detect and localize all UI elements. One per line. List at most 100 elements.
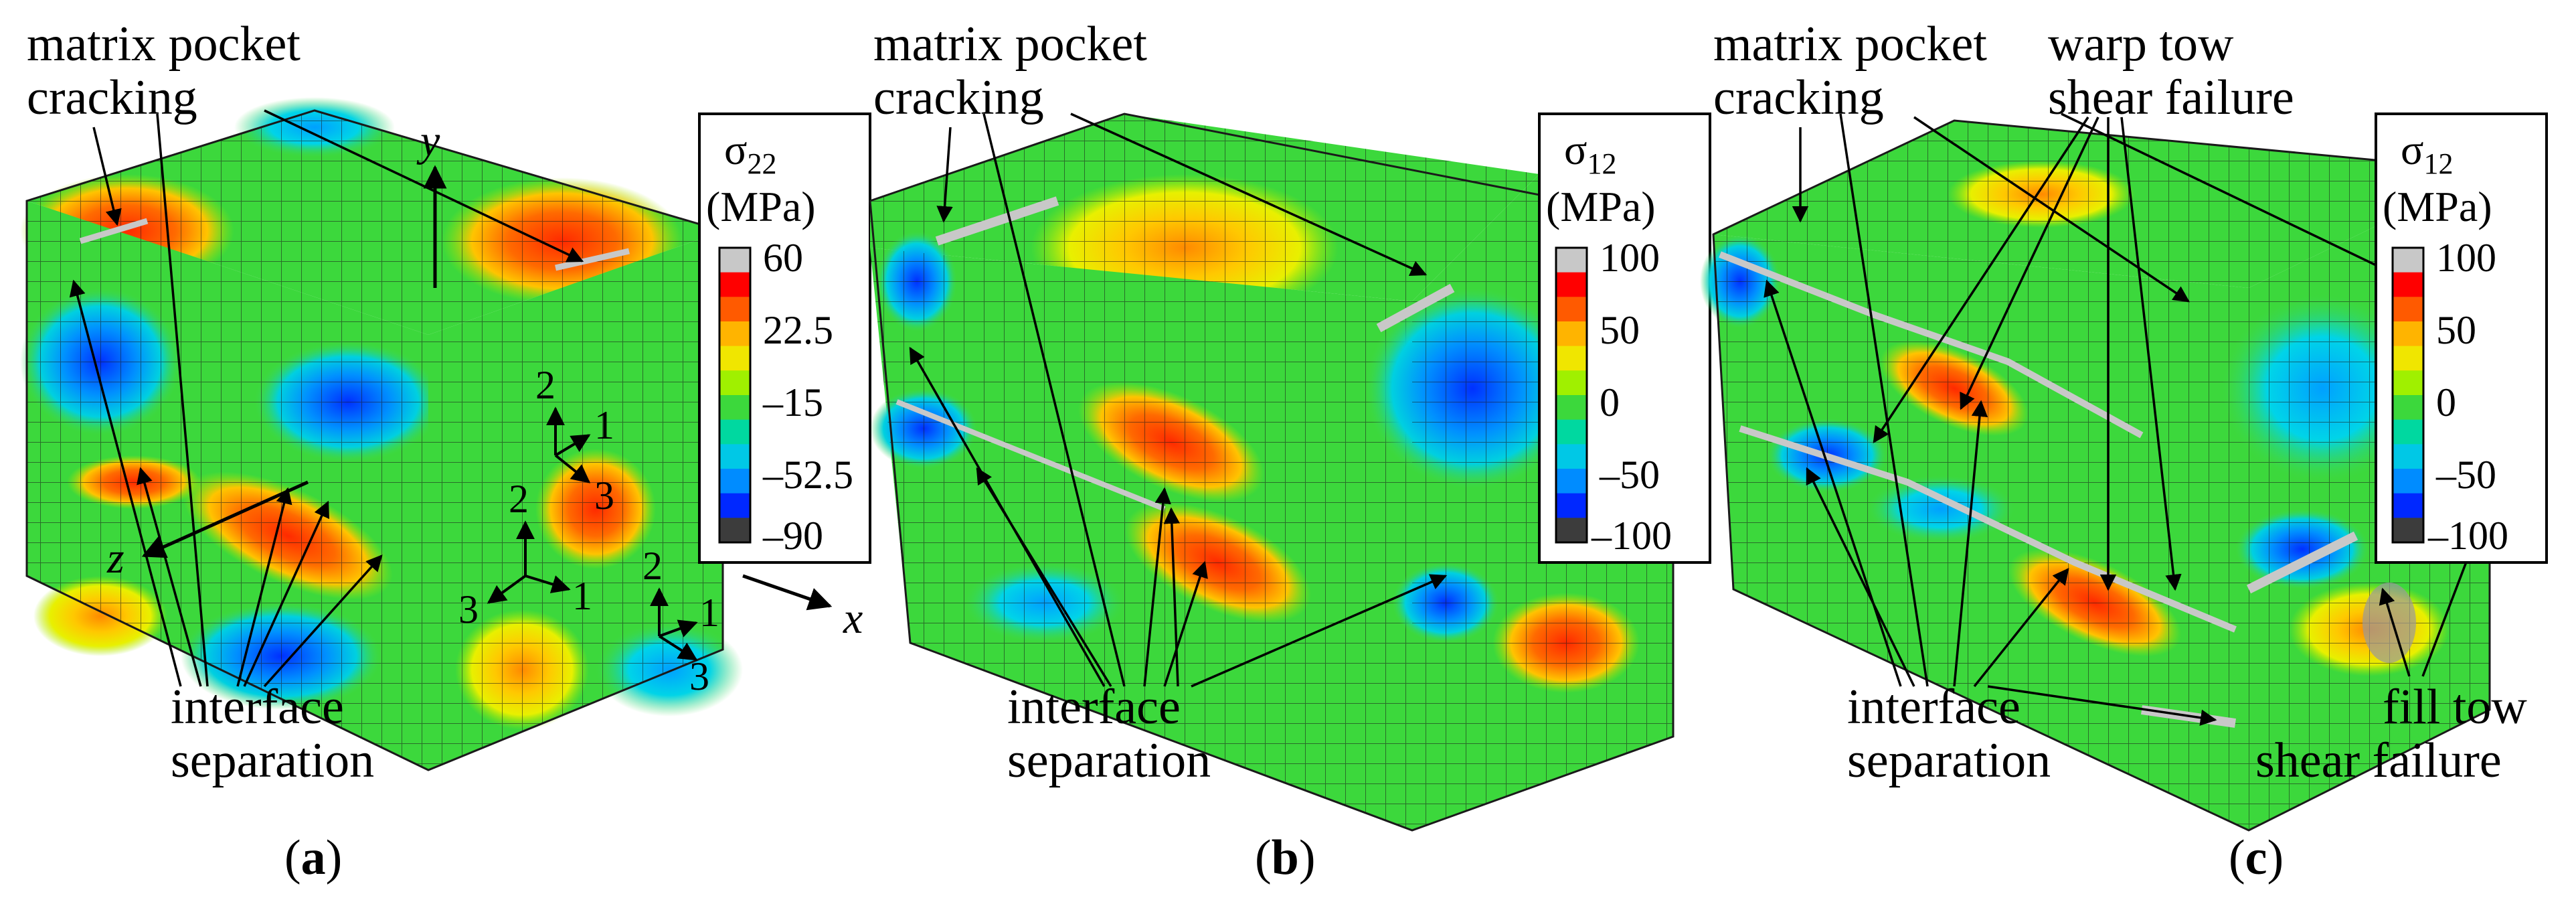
legend-color-step bbox=[1556, 248, 1587, 273]
legend-title: σ12 bbox=[1564, 126, 1617, 180]
leaders-b bbox=[909, 112, 1448, 688]
color-legend-c: σ12 (MPa) 100 50 0 –50 –100 bbox=[2375, 112, 2548, 564]
legend-tick: 100 bbox=[2436, 236, 2496, 280]
legend-color-step bbox=[2393, 248, 2423, 273]
label-warp-tow-shear-failure: shear failure bbox=[2048, 70, 2294, 125]
legend-colorbar-border bbox=[2391, 246, 2425, 544]
legend-tick: 50 bbox=[1600, 308, 1640, 352]
legend-color-step bbox=[2393, 346, 2423, 371]
color-legend-a: σ22 (MPa) 60 22.5 –15 –52.5 –90 bbox=[698, 112, 871, 564]
legend-title: σ22 bbox=[724, 126, 777, 180]
legend-tick: 60 bbox=[763, 236, 803, 280]
label-warp-tow-shear-failure: warp tow bbox=[2048, 17, 2234, 72]
fe-block-a bbox=[20, 97, 743, 771]
legend-color-step bbox=[2393, 395, 2423, 421]
local-axis-label: 2 bbox=[642, 544, 663, 588]
legend-tick: –15 bbox=[762, 380, 823, 425]
legend-color-step bbox=[719, 370, 750, 396]
label-matrix-pocket-cracking: matrix pocket bbox=[873, 17, 1147, 72]
local-axes-a bbox=[487, 406, 698, 661]
legend-color-step bbox=[2393, 321, 2423, 347]
legend-color-step bbox=[1556, 321, 1587, 347]
legend-color-step bbox=[1556, 469, 1587, 494]
panel-c: matrix pocket cracking warp tow shear fa… bbox=[1700, 17, 2548, 885]
caption-c: (c) bbox=[2229, 830, 2284, 885]
label-fill-tow-shear-failure: fill tow bbox=[2383, 680, 2527, 735]
legend-tick: 0 bbox=[1600, 380, 1620, 425]
legend-tick: –50 bbox=[1599, 453, 1660, 497]
legend-color-step bbox=[2393, 469, 2423, 494]
legend-colorbar bbox=[718, 246, 752, 544]
local-axis-label: 2 bbox=[535, 363, 555, 407]
axis-y-label: y bbox=[416, 117, 440, 165]
label-fill-tow-shear-failure: shear failure bbox=[2255, 733, 2502, 788]
legend-color-step bbox=[2393, 419, 2423, 445]
label-interface-separation: interface bbox=[171, 680, 344, 735]
label-matrix-pocket-cracking: cracking bbox=[1713, 70, 1884, 125]
label-interface-separation: separation bbox=[1007, 733, 1211, 788]
legend-tick: –100 bbox=[1591, 514, 1672, 558]
leaders-a bbox=[69, 109, 584, 688]
legend-color-step bbox=[719, 297, 750, 322]
legend-unit: (MPa) bbox=[2383, 183, 2492, 230]
fe-block-c bbox=[1700, 119, 2491, 832]
legend-color-step bbox=[1556, 419, 1587, 445]
local-axis-label: 1 bbox=[699, 591, 719, 635]
color-legend-b: σ12 (MPa) 100 50 0 –50 –100 bbox=[1538, 112, 1711, 564]
label-matrix-pocket-cracking: matrix pocket bbox=[27, 17, 300, 72]
local-axis-label: 1 bbox=[572, 574, 592, 618]
legend-color-step bbox=[2393, 272, 2423, 297]
label-matrix-pocket-cracking: cracking bbox=[27, 70, 197, 125]
legend-color-step bbox=[719, 518, 750, 543]
legend-tick: 50 bbox=[2436, 308, 2476, 352]
label-interface-separation: interface bbox=[1847, 680, 2021, 735]
panel-a: y z x 2 1 3 2 1 3 2 1 3 bbox=[20, 17, 871, 885]
legend-color-step bbox=[1556, 272, 1587, 297]
legend-color-step bbox=[2393, 493, 2423, 518]
legend-title: σ12 bbox=[2401, 126, 2454, 180]
legend-color-step bbox=[1556, 395, 1587, 421]
leaders-c bbox=[1764, 112, 2479, 726]
legend-color-step bbox=[719, 493, 750, 518]
legend-colorbar-border bbox=[718, 246, 752, 544]
legend-tick: –90 bbox=[762, 514, 823, 558]
legend-color-step bbox=[1556, 444, 1587, 469]
legend-colorbar-border bbox=[1555, 246, 1588, 544]
label-interface-separation: separation bbox=[171, 733, 374, 788]
legend-color-step bbox=[1556, 493, 1587, 518]
legend-color-step bbox=[1556, 346, 1587, 371]
legend-tick: 0 bbox=[2436, 380, 2456, 425]
legend-tick: 100 bbox=[1600, 236, 1660, 280]
local-axis-label: 3 bbox=[689, 654, 709, 698]
legend-color-step bbox=[719, 419, 750, 445]
label-interface-separation: separation bbox=[1847, 733, 2051, 788]
legend-unit: (MPa) bbox=[1546, 183, 1656, 230]
local-axis-label: 1 bbox=[594, 403, 614, 447]
legend-color-step bbox=[1556, 518, 1587, 543]
caption-b: (b) bbox=[1255, 830, 1315, 885]
axis-z-label: z bbox=[106, 534, 124, 583]
label-matrix-pocket-cracking: matrix pocket bbox=[1713, 17, 1987, 72]
legend-color-step bbox=[2393, 518, 2423, 543]
legend-color-step bbox=[719, 395, 750, 421]
legend-unit: (MPa) bbox=[706, 183, 816, 230]
legend-color-step bbox=[719, 248, 750, 273]
legend-color-step bbox=[2393, 297, 2423, 322]
legend-colorbar bbox=[2391, 246, 2425, 544]
panel-b: matrix pocket cracking interface separat… bbox=[869, 17, 1711, 885]
legend-colorbar bbox=[1555, 246, 1588, 544]
local-axis-label: 3 bbox=[594, 473, 614, 518]
legend-color-step bbox=[1556, 370, 1587, 396]
legend-tick: –100 bbox=[2427, 514, 2508, 558]
legend-tick: –52.5 bbox=[762, 453, 853, 497]
legend-color-step bbox=[719, 444, 750, 469]
legend-color-step bbox=[2393, 444, 2423, 469]
legend-color-step bbox=[2393, 370, 2423, 396]
legend-color-step bbox=[1556, 297, 1587, 322]
legend-tick: 22.5 bbox=[763, 308, 833, 352]
caption-a: (a) bbox=[284, 830, 342, 885]
label-interface-separation: interface bbox=[1007, 680, 1181, 735]
legend-color-step bbox=[719, 272, 750, 297]
legend-tick: –50 bbox=[2435, 453, 2496, 497]
